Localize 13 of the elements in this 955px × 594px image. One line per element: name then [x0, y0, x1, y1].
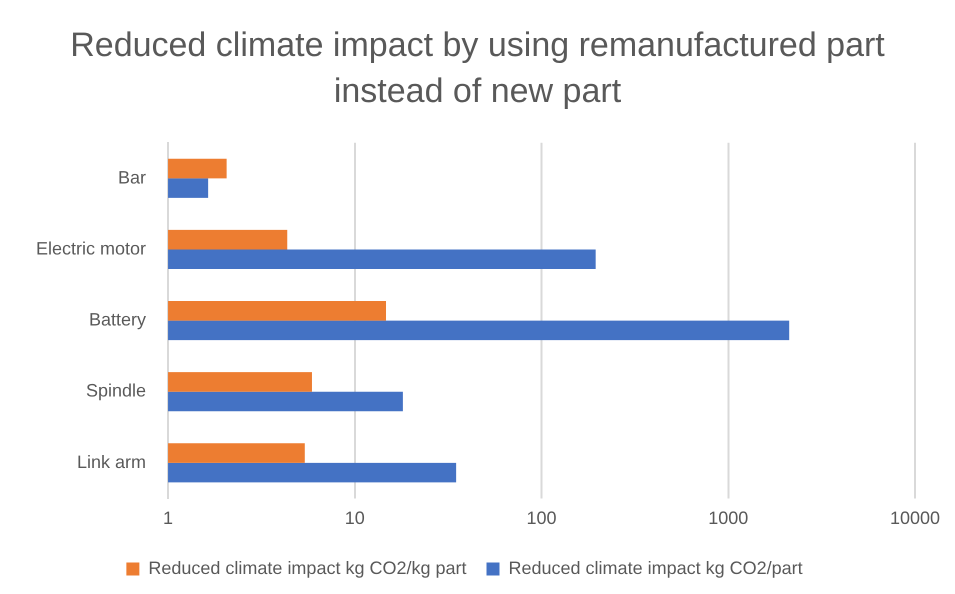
x-tick-label: 10000: [890, 508, 940, 528]
y-tick-label: Electric motor: [36, 238, 146, 258]
y-tick-label: Battery: [88, 310, 146, 330]
y-tick-label: Spindle: [86, 380, 146, 401]
legend-label: Reduced climate impact kg CO2/kg part: [148, 558, 467, 578]
x-tick-label: 1000: [708, 508, 748, 528]
x-tick-label: 100: [526, 508, 557, 528]
y-tick-label: Bar: [118, 167, 146, 188]
legend-label: Reduced climate impact kg CO2/part: [508, 558, 803, 578]
chart-title: Reduced climate impact by using remanufactured part instead of new part: [69, 25, 886, 110]
x-tick-label: 1: [163, 508, 174, 528]
x-tick-label: 10: [344, 508, 365, 528]
y-tick-label: Link arm: [76, 452, 146, 472]
